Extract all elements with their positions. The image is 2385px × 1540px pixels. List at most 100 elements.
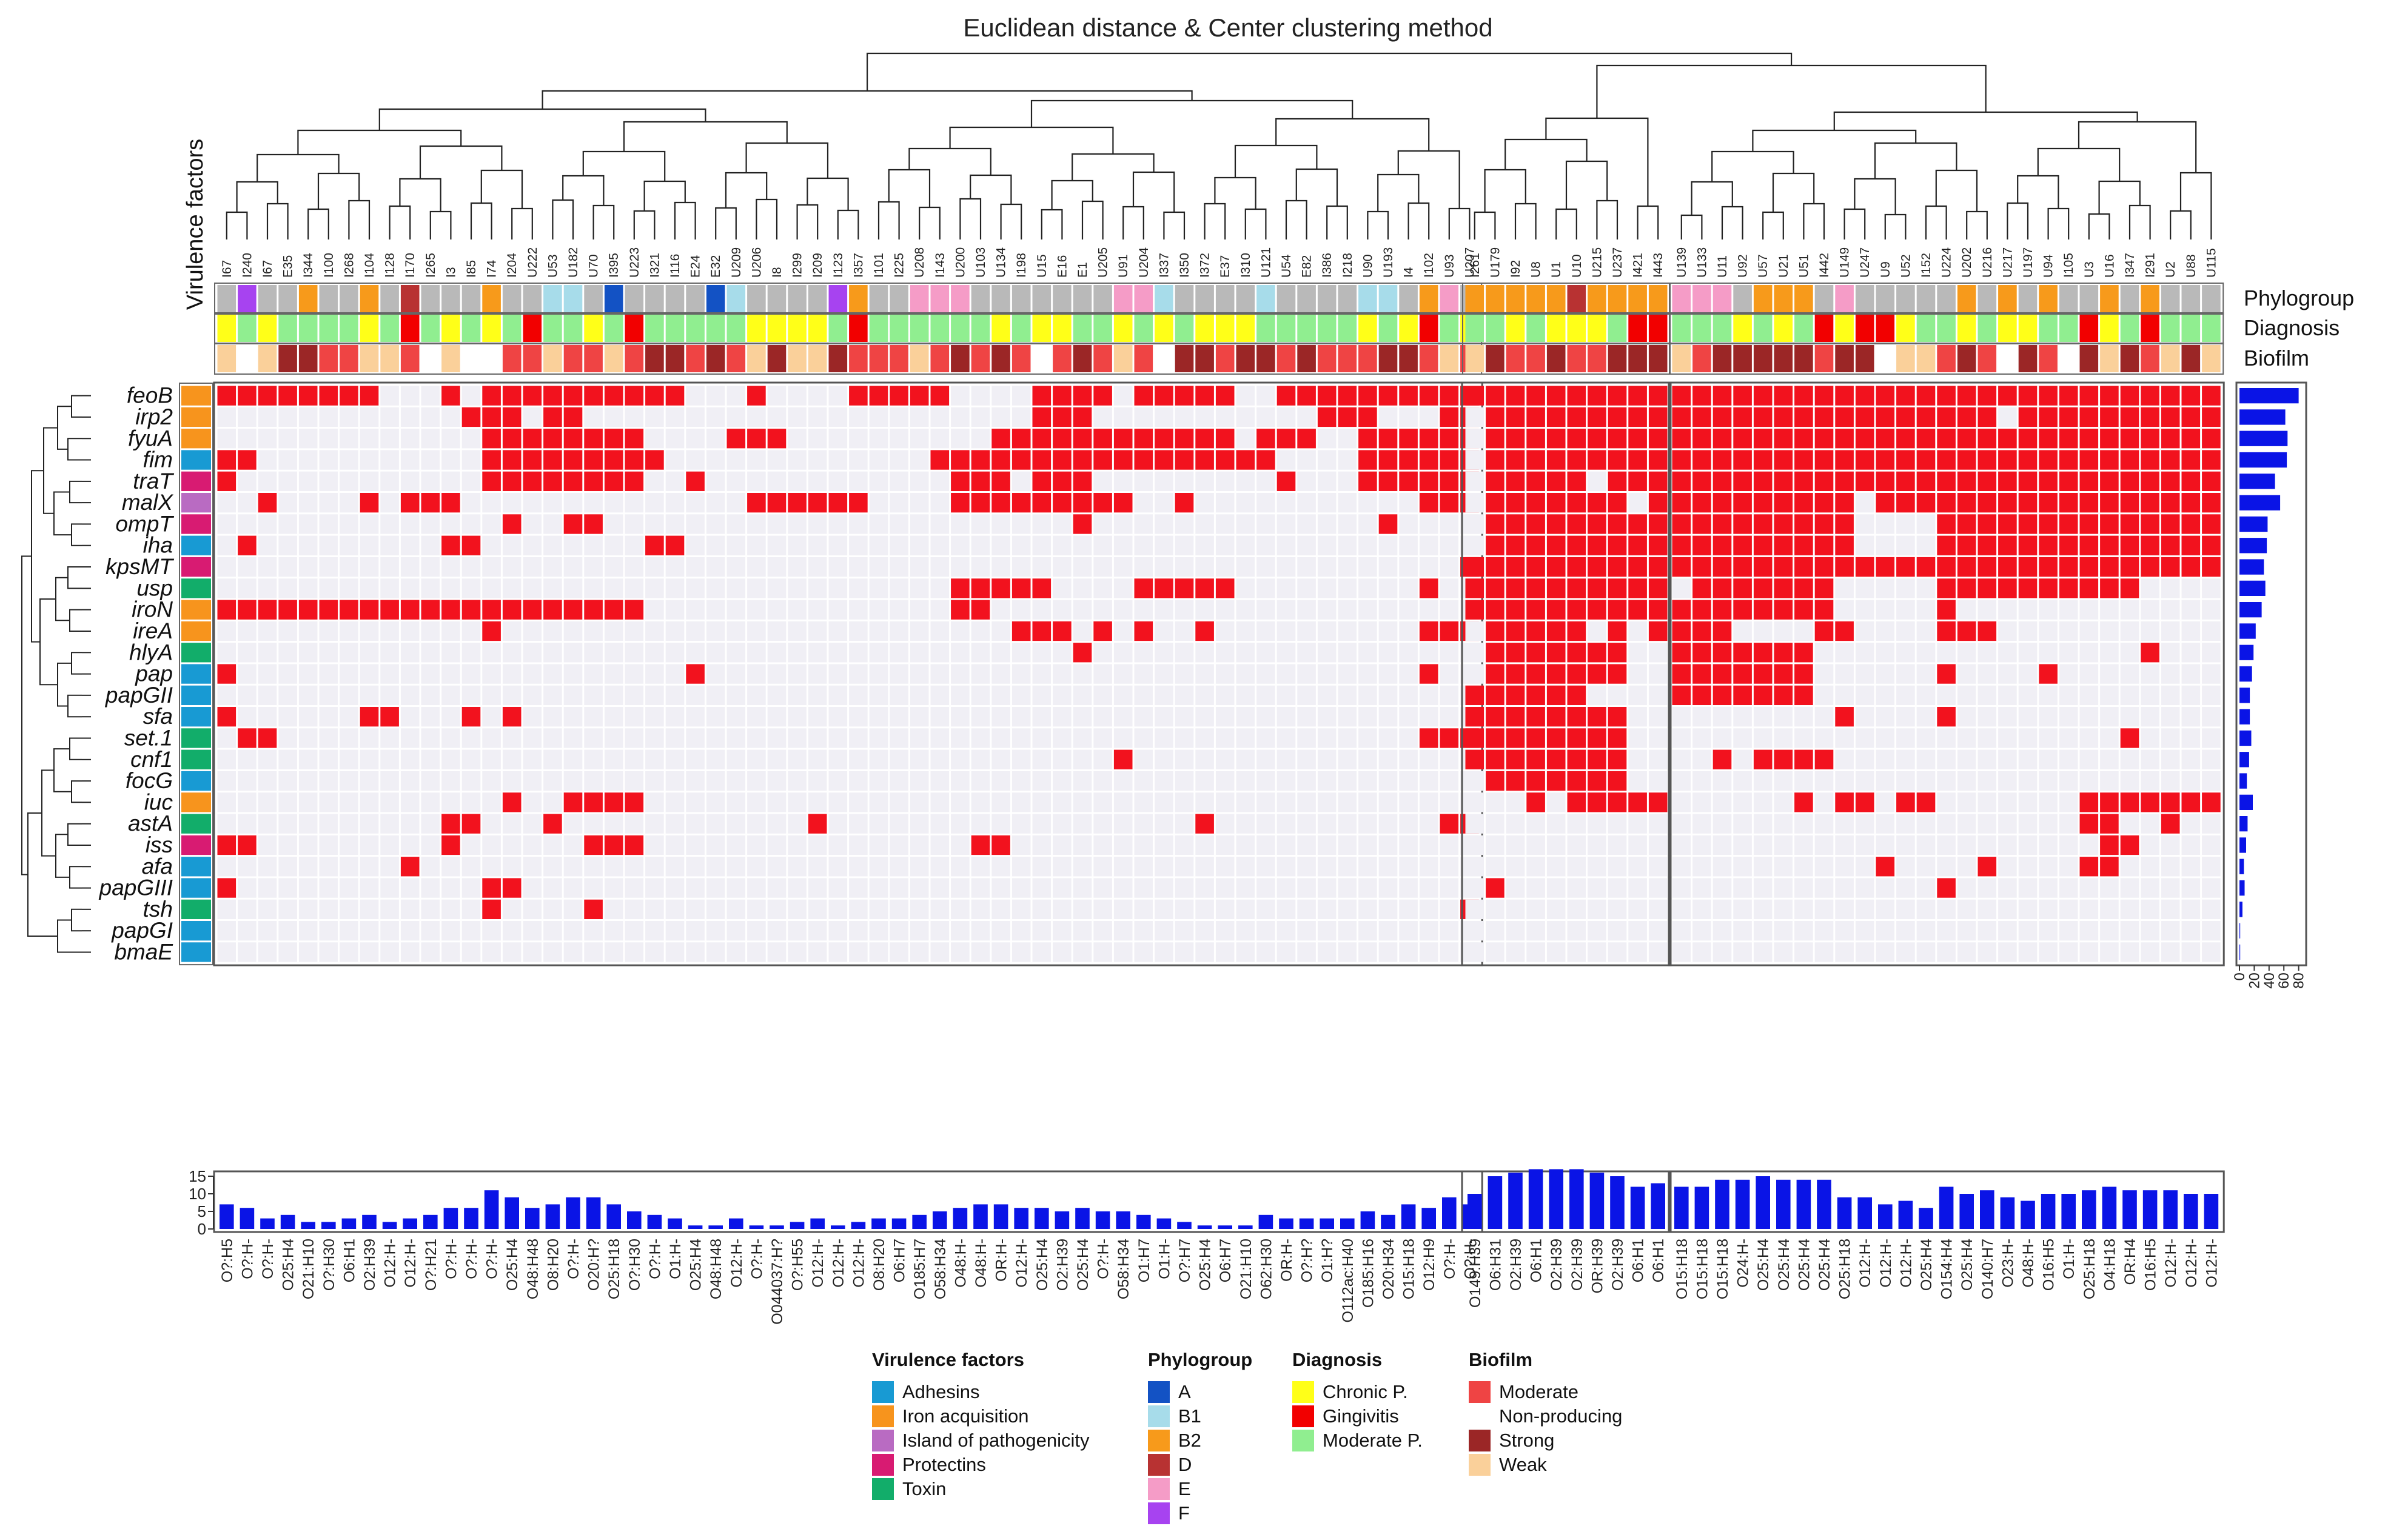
heatmap-cell bbox=[1712, 664, 1732, 684]
heatmap-cell bbox=[2079, 707, 2099, 727]
biofilm-annotation-cell bbox=[2059, 345, 2078, 372]
heatmap-cell bbox=[2100, 707, 2119, 727]
heatmap-cell bbox=[1692, 493, 1711, 513]
heatmap-cell bbox=[1753, 471, 1773, 491]
heatmap-cell bbox=[1236, 643, 1255, 663]
heatmap-cell bbox=[2181, 664, 2201, 684]
heatmap-cell bbox=[380, 771, 399, 791]
heatmap-cell bbox=[645, 792, 664, 812]
heatmap-cell bbox=[1134, 814, 1153, 834]
heatmap-cell bbox=[1134, 749, 1153, 769]
heatmap-cell bbox=[523, 728, 542, 748]
heatmap-cell bbox=[1011, 814, 1031, 834]
isolate-label: U53 bbox=[546, 254, 560, 278]
heatmap-cell bbox=[1338, 535, 1357, 555]
heatmap-cell bbox=[1465, 578, 1484, 598]
heatmap-cell bbox=[2039, 557, 2058, 577]
heatmap-cell bbox=[849, 643, 868, 663]
heatmap-cell bbox=[849, 728, 868, 748]
heatmap-cell bbox=[951, 578, 970, 598]
heatmap-cell bbox=[1957, 386, 1976, 406]
legend-title: Diagnosis bbox=[1292, 1349, 1382, 1370]
heatmap-cell bbox=[1465, 857, 1484, 877]
phylogroup-annotation-cell bbox=[1399, 285, 1418, 312]
heatmap-cell bbox=[1256, 857, 1275, 877]
heatmap-cell bbox=[1276, 814, 1296, 834]
heatmap-cell bbox=[1835, 450, 1854, 470]
heatmap-cell bbox=[726, 535, 746, 555]
heatmap-cell bbox=[1977, 514, 1997, 534]
heatmap-cell bbox=[1256, 835, 1275, 855]
heatmap-cell bbox=[1399, 450, 1418, 470]
heatmap-cell bbox=[665, 814, 685, 834]
heatmap-cell bbox=[563, 643, 583, 663]
heatmap-cell bbox=[2120, 942, 2139, 962]
gene-label: iuc bbox=[144, 789, 173, 814]
heatmap-cell bbox=[278, 728, 297, 748]
serotype-label: O12:H9 bbox=[1421, 1239, 1438, 1291]
heatmap-cell bbox=[380, 493, 399, 513]
heatmap-cell bbox=[1896, 857, 1915, 877]
heatmap-cell bbox=[1794, 535, 1813, 555]
heatmap-cell bbox=[360, 429, 379, 449]
heatmap-cell bbox=[869, 600, 888, 620]
heatmap-cell bbox=[1486, 814, 1504, 834]
heatmap-cell bbox=[2059, 429, 2078, 449]
heatmap-cell bbox=[340, 514, 358, 534]
heatmap-cell bbox=[1896, 685, 1915, 705]
heatmap-cell bbox=[2141, 664, 2159, 684]
column-count-bar bbox=[1299, 1218, 1314, 1229]
heatmap-cell bbox=[1712, 792, 1732, 812]
heatmap-cell bbox=[298, 835, 318, 855]
heatmap-cell bbox=[951, 471, 970, 491]
heatmap-cell bbox=[686, 514, 705, 534]
heatmap-cell bbox=[849, 899, 868, 919]
heatmap-cell bbox=[747, 643, 766, 663]
heatmap-cell bbox=[238, 771, 257, 791]
heatmap-cell bbox=[421, 600, 440, 620]
gene-label: iha bbox=[143, 533, 173, 558]
heatmap-cell bbox=[2181, 835, 2201, 855]
heatmap-cell bbox=[604, 621, 623, 641]
heatmap-cell bbox=[258, 899, 277, 919]
heatmap-panel-frame bbox=[1668, 381, 2225, 966]
heatmap-cell bbox=[340, 643, 358, 663]
serotype-label: O6:H31 bbox=[1487, 1239, 1504, 1291]
heatmap-cell bbox=[1794, 407, 1813, 427]
serotype-label: O6:H1 bbox=[1528, 1239, 1545, 1282]
heatmap-cell bbox=[1998, 921, 2017, 941]
heatmap-cell bbox=[604, 386, 623, 406]
heatmap-cell bbox=[461, 749, 481, 769]
heatmap-cell bbox=[1236, 814, 1255, 834]
heatmap-cell bbox=[1175, 386, 1194, 406]
heatmap-cell bbox=[686, 899, 705, 919]
heatmap-cell bbox=[2141, 921, 2159, 941]
biofilm-annotation-cell bbox=[400, 345, 420, 372]
isolate-label: I310 bbox=[1239, 253, 1253, 278]
heatmap-cell bbox=[1733, 685, 1752, 705]
heatmap-cell bbox=[1588, 707, 1606, 727]
heatmap-cell bbox=[319, 707, 338, 727]
phylogroup-annotation-cell bbox=[1608, 285, 1627, 312]
heatmap-cell bbox=[645, 878, 664, 898]
diagnosis-annotation-cell bbox=[1753, 315, 1773, 342]
heatmap-cell bbox=[910, 600, 929, 620]
heatmap-cell bbox=[1526, 429, 1545, 449]
gene-label: sfa bbox=[143, 704, 173, 729]
heatmap-cell bbox=[604, 921, 623, 941]
heatmap-cell bbox=[1155, 471, 1173, 491]
heatmap-cell bbox=[2100, 878, 2119, 898]
heatmap-cell bbox=[1608, 471, 1627, 491]
heatmap-cell bbox=[1358, 878, 1377, 898]
heatmap-cell bbox=[869, 386, 888, 406]
heatmap-cell bbox=[828, 771, 848, 791]
heatmap-cell bbox=[1814, 942, 1834, 962]
heatmap-cell bbox=[502, 707, 522, 727]
heatmap-cell bbox=[2018, 407, 2038, 427]
isolate-label: U10 bbox=[1570, 254, 1584, 278]
serotype-label: O12:H- bbox=[2203, 1239, 2220, 1288]
heatmap-cell bbox=[1134, 792, 1153, 812]
heatmap-cell bbox=[1672, 749, 1691, 769]
heatmap-cell bbox=[869, 685, 888, 705]
biofilm-annotation-cell bbox=[1486, 345, 1504, 372]
